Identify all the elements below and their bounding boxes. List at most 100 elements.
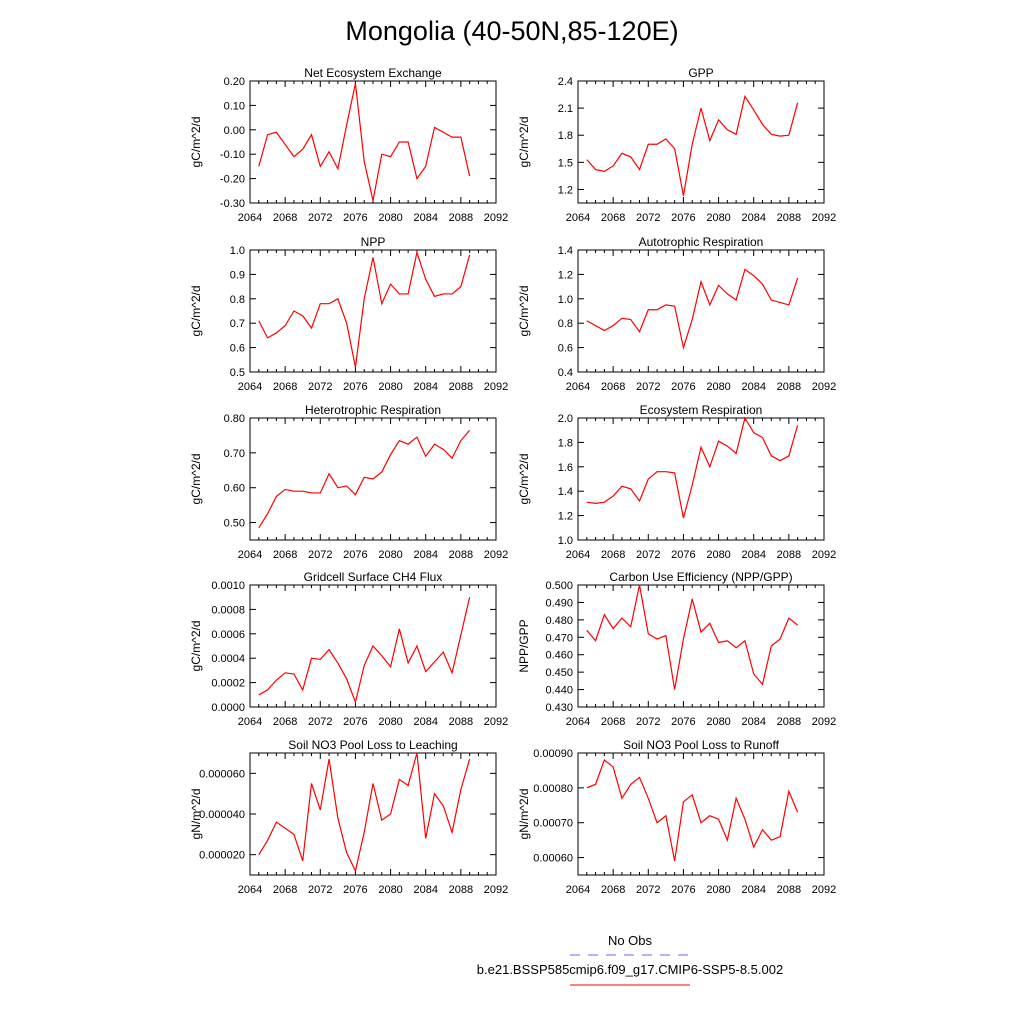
y-tick-label: 0.460: [545, 650, 573, 662]
x-tick-label: 2072: [636, 381, 660, 393]
x-tick-label: 2064: [238, 381, 262, 393]
chart-panel: GPP 2064 2068 2072 2076 2080 2084 2088 2092 2.4 2.…: [517, 66, 836, 224]
y-tick-label: 1.4: [558, 486, 573, 498]
panel-title: Ecosystem Respiration: [640, 403, 763, 417]
y-tick-label: 0.470: [545, 632, 573, 644]
x-tick-label: 2076: [343, 381, 367, 393]
x-tick-label: 2080: [706, 549, 730, 561]
y-axis-label: NPP/GPP: [517, 619, 531, 672]
x-tick-label: 2072: [636, 212, 660, 224]
x-tick-label: 2064: [566, 212, 590, 224]
panel-title: Soil NO3 Pool Loss to Leaching: [288, 738, 457, 752]
y-axis-label: gN/m^2/d: [189, 789, 203, 840]
chart-panel: Soil NO3 Pool Loss to Leaching 2064 2068 20…: [189, 738, 508, 896]
x-tick-label: 2080: [378, 381, 402, 393]
x-tick-label: 2080: [378, 549, 402, 561]
chart-panel: Carbon Use Efficiency (NPP/GPP) 2064 2068 2…: [517, 570, 836, 728]
y-tick-label: 0.00070: [533, 818, 573, 830]
x-tick-label: 2080: [706, 212, 730, 224]
y-tick-label: 0.490: [545, 597, 573, 609]
y-tick-label: 0.0010: [211, 580, 245, 592]
y-axis-label: gN/m^2/d: [517, 789, 531, 840]
x-tick-label: 2088: [449, 884, 473, 896]
panel-title: NPP: [361, 235, 386, 249]
y-axis-label: gC/m^2/d: [517, 286, 531, 337]
x-tick-label: 2084: [741, 212, 765, 224]
x-tick-label: 2088: [777, 381, 801, 393]
x-tick-label: 2076: [343, 212, 367, 224]
x-tick-label: 2080: [378, 212, 402, 224]
x-tick-label: 2092: [812, 716, 836, 728]
y-tick-label: 0.0000: [211, 702, 245, 714]
x-tick-label: 2068: [273, 884, 297, 896]
y-tick-label: 0.000040: [199, 809, 245, 821]
x-tick-label: 2072: [308, 212, 332, 224]
panel-title: Heterotrophic Respiration: [305, 403, 441, 417]
y-tick-label: 1.5: [558, 157, 573, 169]
x-tick-label: 2076: [671, 381, 695, 393]
x-tick-label: 2084: [413, 716, 437, 728]
y-tick-label: 1.0: [230, 245, 245, 257]
x-tick-label: 2088: [777, 716, 801, 728]
y-tick-label: -0.10: [220, 149, 245, 161]
y-tick-label: 0.70: [224, 448, 245, 460]
y-tick-label: 2.0: [558, 413, 573, 425]
chart-panel: Ecosystem Respiration 2064 2068 2072 2076 208…: [517, 403, 836, 561]
x-tick-label: 2088: [449, 212, 473, 224]
x-tick-label: 2092: [484, 549, 508, 561]
y-tick-label: 0.440: [545, 685, 573, 697]
y-tick-label: 0.7: [230, 318, 245, 330]
x-tick-label: 2092: [484, 716, 508, 728]
y-tick-label: 1.2: [558, 269, 573, 281]
y-tick-label: 0.0006: [211, 629, 245, 641]
x-tick-label: 2092: [812, 549, 836, 561]
y-tick-label: 0.450: [545, 667, 573, 679]
y-tick-label: 0.0008: [211, 604, 245, 616]
y-axis-label: gC/m^2/d: [517, 117, 531, 168]
x-tick-label: 2092: [812, 212, 836, 224]
y-tick-label: 0.00060: [533, 853, 573, 865]
panel-title: Gridcell Surface CH4 Flux: [304, 570, 443, 584]
y-tick-label: 0.00080: [533, 783, 573, 795]
y-tick-label: 0.10: [224, 100, 245, 112]
y-tick-label: -0.30: [220, 198, 245, 210]
x-tick-label: 2080: [378, 884, 402, 896]
y-tick-label: 1.0: [558, 294, 573, 306]
y-tick-label: 2.1: [558, 103, 573, 115]
y-tick-label: 2.4: [558, 76, 573, 88]
y-tick-label: 0.20: [224, 76, 245, 88]
x-tick-label: 2068: [601, 549, 625, 561]
y-tick-label: 0.50: [224, 518, 245, 530]
y-tick-label: 0.000060: [199, 768, 245, 780]
x-tick-label: 2068: [601, 716, 625, 728]
x-tick-label: 2076: [343, 549, 367, 561]
x-tick-label: 2092: [812, 381, 836, 393]
y-axis-label: gC/m^2/d: [189, 117, 203, 168]
x-tick-label: 2072: [636, 716, 660, 728]
x-tick-label: 2092: [484, 381, 508, 393]
x-tick-label: 2064: [566, 716, 590, 728]
chart-panel: Heterotrophic Respiration 2064 2068 2072 207…: [189, 403, 508, 561]
x-tick-label: 2084: [413, 549, 437, 561]
legend-case-label: b.e21.BSSP585cmip6.f09_g17.CMIP6-SSP5-8.…: [477, 962, 783, 977]
x-tick-label: 2072: [308, 884, 332, 896]
y-tick-label: 0.6: [230, 343, 245, 355]
y-tick-label: 1.2: [558, 184, 573, 196]
x-tick-label: 2072: [636, 549, 660, 561]
y-axis-label: gC/m^2/d: [189, 286, 203, 337]
x-tick-label: 2068: [601, 381, 625, 393]
plot-frame: [577, 80, 825, 204]
panel-title: GPP: [688, 66, 713, 80]
x-tick-label: 2064: [566, 884, 590, 896]
panel-title: Carbon Use Efficiency (NPP/GPP): [609, 570, 792, 584]
x-tick-label: 2076: [671, 212, 695, 224]
x-tick-label: 2084: [413, 381, 437, 393]
x-tick-label: 2088: [449, 549, 473, 561]
y-tick-label: 0.5: [230, 367, 245, 379]
x-tick-label: 2068: [273, 716, 297, 728]
series-line: [258, 250, 471, 368]
x-tick-label: 2080: [706, 716, 730, 728]
x-tick-label: 2076: [671, 716, 695, 728]
legend: No Obs b.e21.BSSP585cmip6.f09_g17.CMIP6-…: [477, 933, 783, 986]
x-tick-label: 2092: [812, 884, 836, 896]
